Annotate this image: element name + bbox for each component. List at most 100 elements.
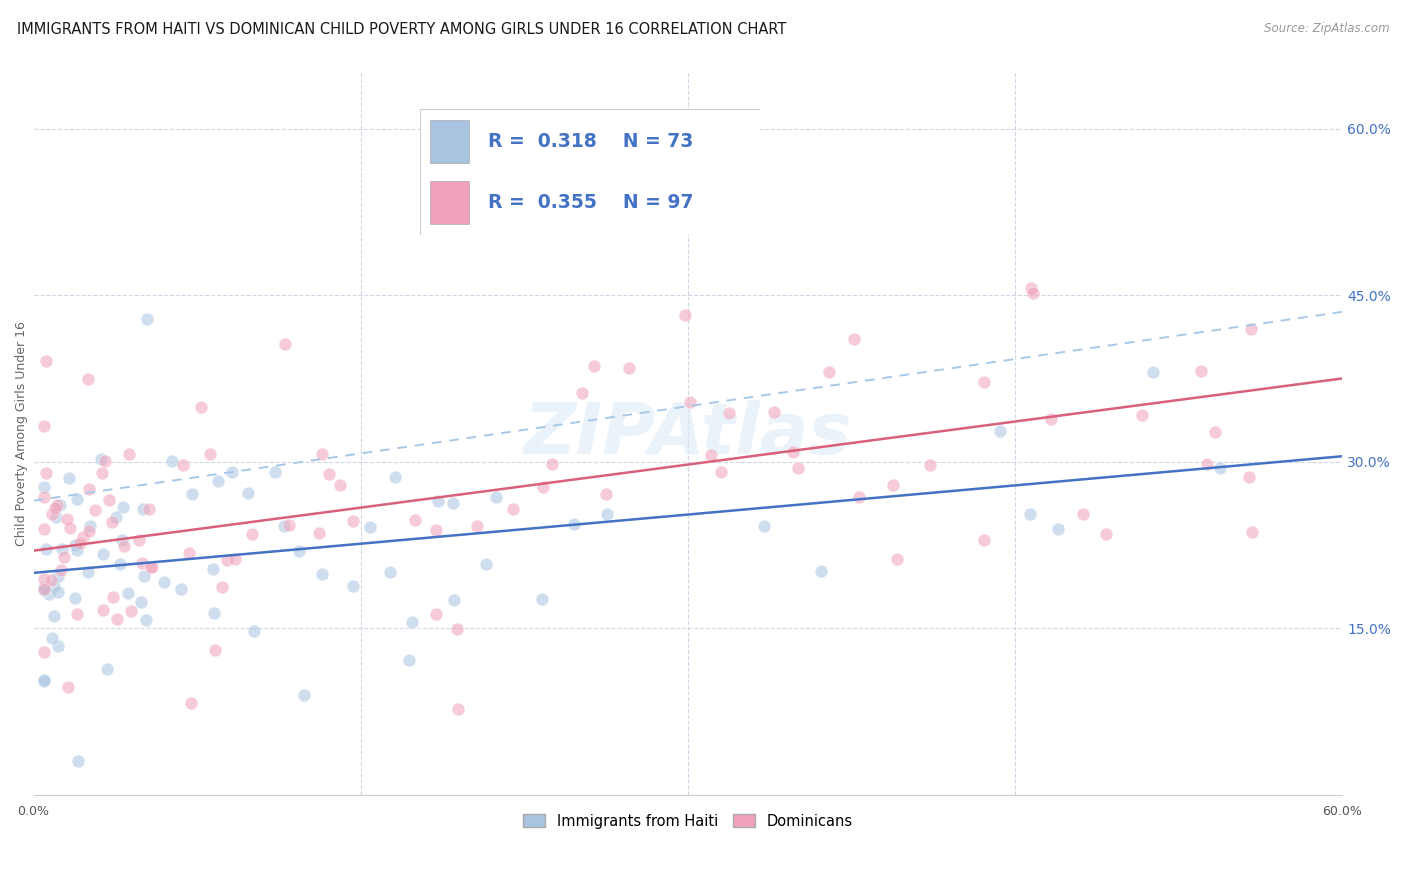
Point bbox=[1142, 365, 1164, 379]
Point bbox=[179, 546, 201, 560]
Point bbox=[63, 591, 86, 605]
Point bbox=[98, 492, 121, 507]
Point bbox=[34, 673, 56, 687]
Point bbox=[91, 547, 114, 561]
Point bbox=[1209, 460, 1232, 475]
Point bbox=[131, 556, 153, 570]
Point bbox=[49, 498, 72, 512]
Point bbox=[1241, 524, 1264, 539]
Point bbox=[292, 688, 315, 702]
Point bbox=[973, 375, 995, 389]
Point bbox=[46, 584, 69, 599]
Point bbox=[153, 575, 176, 590]
Point bbox=[118, 447, 141, 461]
Point bbox=[42, 579, 65, 593]
Point bbox=[67, 754, 90, 768]
Text: IMMIGRANTS FROM HAITI VS DOMINICAN CHILD POVERTY AMONG GIRLS UNDER 16 CORRELATIO: IMMIGRANTS FROM HAITI VS DOMINICAN CHILD… bbox=[17, 22, 786, 37]
Point bbox=[69, 535, 91, 549]
Point bbox=[121, 604, 143, 618]
Point bbox=[51, 541, 73, 556]
Point bbox=[136, 312, 159, 326]
Point bbox=[34, 480, 56, 494]
Point bbox=[221, 465, 243, 479]
Point bbox=[90, 451, 112, 466]
Point bbox=[79, 524, 101, 538]
Point bbox=[308, 526, 330, 541]
Point bbox=[91, 466, 114, 480]
Point bbox=[58, 471, 80, 485]
Point bbox=[66, 607, 89, 622]
Point bbox=[108, 557, 131, 571]
Point bbox=[541, 457, 564, 471]
Point bbox=[1019, 508, 1042, 522]
Text: ZIPAtlas: ZIPAtlas bbox=[523, 400, 852, 468]
Point bbox=[700, 448, 723, 462]
Point bbox=[34, 419, 56, 434]
Point bbox=[180, 487, 202, 501]
Point bbox=[287, 543, 309, 558]
Point bbox=[782, 445, 804, 459]
Point bbox=[170, 582, 193, 597]
Point bbox=[45, 498, 67, 512]
Point bbox=[274, 336, 297, 351]
Point bbox=[384, 469, 406, 483]
Point bbox=[111, 500, 134, 515]
Point bbox=[243, 624, 266, 638]
Point bbox=[34, 673, 56, 688]
Point bbox=[273, 519, 295, 533]
Point bbox=[198, 447, 221, 461]
Point bbox=[34, 583, 56, 598]
Point bbox=[673, 308, 696, 322]
Point bbox=[1019, 280, 1042, 294]
Point bbox=[201, 562, 224, 576]
Point bbox=[77, 566, 100, 580]
Point bbox=[104, 510, 127, 524]
Point bbox=[141, 560, 163, 574]
Point bbox=[882, 477, 904, 491]
Point bbox=[117, 586, 139, 600]
Point bbox=[101, 516, 124, 530]
Point bbox=[42, 609, 65, 624]
Point bbox=[311, 446, 333, 460]
Point bbox=[810, 564, 832, 578]
Point bbox=[91, 603, 114, 617]
Point bbox=[207, 474, 229, 488]
Point bbox=[311, 566, 333, 581]
Point bbox=[1204, 425, 1226, 439]
Point bbox=[96, 662, 118, 676]
Point bbox=[132, 501, 155, 516]
Point bbox=[72, 530, 94, 544]
Point bbox=[59, 521, 82, 535]
Point bbox=[475, 557, 498, 571]
Point bbox=[404, 513, 426, 527]
Point bbox=[94, 454, 117, 468]
Point bbox=[1095, 527, 1118, 541]
Point bbox=[66, 543, 89, 558]
Point bbox=[329, 477, 352, 491]
Point bbox=[215, 553, 238, 567]
Point bbox=[204, 642, 226, 657]
Point bbox=[66, 491, 89, 506]
Point bbox=[35, 542, 58, 557]
Point bbox=[34, 580, 56, 594]
Point bbox=[224, 551, 246, 566]
Point bbox=[111, 533, 134, 547]
Point bbox=[34, 522, 56, 536]
Point bbox=[1071, 507, 1094, 521]
Point bbox=[41, 631, 63, 645]
Point bbox=[425, 607, 447, 621]
Point bbox=[1240, 322, 1263, 336]
Point bbox=[583, 359, 606, 373]
Point bbox=[465, 519, 488, 533]
Point bbox=[132, 569, 155, 583]
Y-axis label: Child Poverty Among Girls Under 16: Child Poverty Among Girls Under 16 bbox=[15, 322, 28, 547]
Point bbox=[1040, 411, 1063, 425]
Point bbox=[562, 517, 585, 532]
Point bbox=[172, 458, 194, 472]
Point bbox=[135, 613, 157, 627]
Point bbox=[1132, 409, 1154, 423]
Point bbox=[1237, 470, 1260, 484]
Point bbox=[818, 365, 841, 379]
Point bbox=[762, 405, 785, 419]
Point bbox=[398, 653, 420, 667]
